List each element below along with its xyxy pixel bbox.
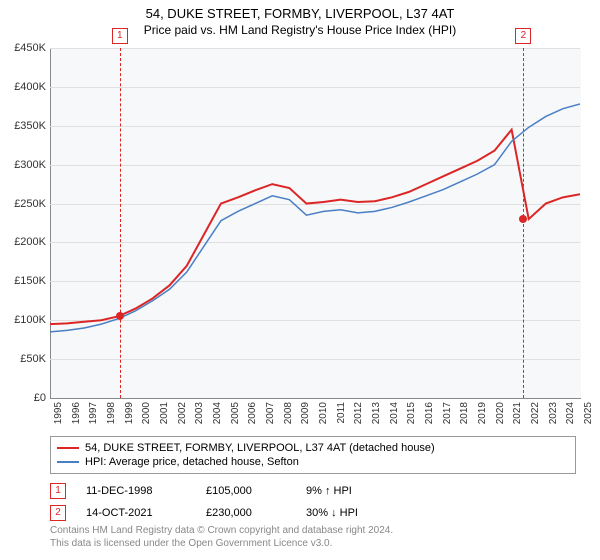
- x-tick: 2025: [583, 402, 594, 424]
- footer-line1: Contains HM Land Registry data © Crown c…: [50, 524, 393, 537]
- legend-item: HPI: Average price, detached house, Seft…: [57, 455, 569, 469]
- legend-label: HPI: Average price, detached house, Seft…: [85, 456, 299, 468]
- series-line: [50, 104, 580, 332]
- legend-swatch: [57, 447, 79, 449]
- x-tick: 2015: [406, 402, 417, 424]
- marker-box: 2: [515, 28, 531, 44]
- x-tick: 2019: [477, 402, 488, 424]
- x-tick: 2012: [353, 402, 364, 424]
- x-tick: 2008: [283, 402, 294, 424]
- x-tick: 2016: [424, 402, 435, 424]
- event-row: 1 11-DEC-1998 £105,000 9% ↑ HPI: [50, 480, 406, 502]
- legend: 54, DUKE STREET, FORMBY, LIVERPOOL, L37 …: [50, 436, 576, 474]
- y-tick: £300K: [14, 159, 46, 171]
- x-tick: 2020: [495, 402, 506, 424]
- marker-box: 1: [112, 28, 128, 44]
- chart-title: 54, DUKE STREET, FORMBY, LIVERPOOL, L37 …: [0, 0, 600, 21]
- x-tick: 2010: [318, 402, 329, 424]
- event-date: 14-OCT-2021: [86, 507, 186, 519]
- marker-dot: [116, 312, 124, 320]
- y-tick: £250K: [14, 198, 46, 210]
- legend-swatch: [57, 461, 79, 463]
- chart-area: £0£50K£100K£150K£200K£250K£300K£350K£400…: [50, 48, 580, 398]
- x-tick: 2021: [512, 402, 523, 424]
- legend-item: 54, DUKE STREET, FORMBY, LIVERPOOL, L37 …: [57, 441, 569, 455]
- x-tick: 1997: [88, 402, 99, 424]
- chart-container: 54, DUKE STREET, FORMBY, LIVERPOOL, L37 …: [0, 0, 600, 560]
- x-tick: 2009: [300, 402, 311, 424]
- event-num-box: 2: [50, 505, 66, 521]
- footer-line2: This data is licensed under the Open Gov…: [50, 537, 393, 550]
- x-tick: 2004: [212, 402, 223, 424]
- marker-dot: [519, 215, 527, 223]
- x-tick: 2024: [565, 402, 576, 424]
- x-tick: 2001: [159, 402, 170, 424]
- x-tick: 2006: [247, 402, 258, 424]
- events-table: 1 11-DEC-1998 £105,000 9% ↑ HPI 2 14-OCT-2021…: [50, 480, 406, 524]
- event-row: 2 14-OCT-2021 £230,000 30% ↓ HPI: [50, 502, 406, 524]
- event-num-box: 1: [50, 483, 66, 499]
- x-tick: 2022: [530, 402, 541, 424]
- y-tick: £200K: [14, 236, 46, 248]
- y-tick: £450K: [14, 42, 46, 54]
- x-tick: 2011: [336, 402, 347, 424]
- legend-label: 54, DUKE STREET, FORMBY, LIVERPOOL, L37 …: [85, 442, 435, 454]
- x-tick: 2023: [548, 402, 559, 424]
- y-tick: £50K: [20, 353, 46, 365]
- x-tick: 2005: [230, 402, 241, 424]
- line-series: [50, 48, 580, 398]
- y-tick: £0: [34, 392, 46, 404]
- x-tick: 2007: [265, 402, 276, 424]
- series-line: [50, 130, 580, 324]
- x-tick: 2000: [141, 402, 152, 424]
- x-tick: 2003: [194, 402, 205, 424]
- y-tick: £400K: [14, 81, 46, 93]
- event-pct: 9% ↑ HPI: [306, 485, 406, 497]
- x-tick: 1998: [106, 402, 117, 424]
- x-tick: 2013: [371, 402, 382, 424]
- x-tick: 1995: [53, 402, 64, 424]
- chart-subtitle: Price paid vs. HM Land Registry's House …: [0, 21, 600, 41]
- event-date: 11-DEC-1998: [86, 485, 186, 497]
- footer: Contains HM Land Registry data © Crown c…: [50, 524, 393, 550]
- event-price: £230,000: [206, 507, 286, 519]
- y-tick: £350K: [14, 120, 46, 132]
- x-tick: 2018: [459, 402, 470, 424]
- y-tick: £150K: [14, 275, 46, 287]
- y-tick: £100K: [14, 314, 46, 326]
- event-pct: 30% ↓ HPI: [306, 507, 406, 519]
- x-tick: 2002: [177, 402, 188, 424]
- x-tick: 1999: [124, 402, 135, 424]
- x-tick: 2017: [442, 402, 453, 424]
- x-tick: 1996: [71, 402, 82, 424]
- x-tick: 2014: [389, 402, 400, 424]
- event-price: £105,000: [206, 485, 286, 497]
